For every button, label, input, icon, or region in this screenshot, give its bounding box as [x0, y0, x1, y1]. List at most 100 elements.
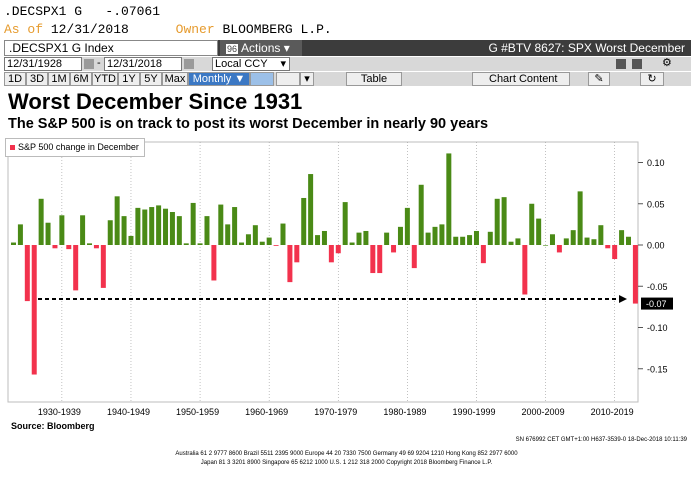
- calendar-icon[interactable]: [184, 59, 194, 69]
- y-tick-label: 0.05: [647, 199, 665, 209]
- period-6m-button[interactable]: 6M: [70, 72, 92, 86]
- currency-select[interactable]: Local CCY ▾: [212, 57, 290, 71]
- table-button[interactable]: Table: [346, 72, 402, 86]
- period-1y-button[interactable]: 1Y: [118, 72, 140, 86]
- bar: [252, 225, 258, 245]
- bar: [31, 245, 37, 375]
- actions-menu[interactable]: 96 Actions ▾: [220, 40, 302, 56]
- legend: S&P 500 change in December: [5, 138, 145, 157]
- period-1d-button[interactable]: 1D: [4, 72, 26, 86]
- bar: [176, 216, 182, 245]
- bar: [536, 218, 542, 245]
- bar: [446, 153, 452, 245]
- period-toolbar: 1D 3D 1M 6M YTD 1Y 5Y Max Monthly ▼ ▾ Ta…: [4, 72, 691, 86]
- chevron-down-icon[interactable]: ▾: [300, 72, 314, 86]
- bar: [66, 245, 72, 250]
- bar: [315, 235, 321, 245]
- actions-label: Actions: [241, 41, 281, 55]
- bar: [508, 241, 514, 245]
- bar: [605, 245, 611, 249]
- x-tick-label: 1970-1979: [314, 407, 357, 417]
- ticker-row: .DECSPX1 G -.07061: [4, 4, 160, 20]
- bar: [204, 216, 210, 245]
- period-1m-button[interactable]: 1M: [48, 72, 70, 86]
- bar: [515, 238, 521, 245]
- bar: [577, 191, 583, 245]
- timestamp: SN 676992 CET GMT+1:00 H637-3539-0 18-De…: [515, 437, 687, 443]
- security-field[interactable]: .DECSPX1 G Index: [4, 40, 218, 56]
- bar: [301, 197, 307, 245]
- period-ytd-button[interactable]: YTD: [92, 72, 118, 86]
- x-tick-label: 1930-1939: [38, 407, 81, 417]
- x-tick-label: 1940-1949: [107, 407, 150, 417]
- bar: [543, 245, 549, 246]
- bar: [308, 174, 314, 245]
- x-tick-label: 2010-2019: [591, 407, 634, 417]
- bar: [273, 245, 279, 246]
- bar: [156, 205, 162, 245]
- bar: [80, 215, 86, 245]
- chart-type-alt-button[interactable]: [276, 72, 300, 86]
- flag-icon[interactable]: [616, 59, 626, 69]
- refresh-icon[interactable]: ↻: [640, 72, 664, 86]
- gear-icon[interactable]: ⚙: [662, 57, 672, 69]
- title-bar: .DECSPX1 G Index 96 Actions ▾ G #BTV 8627…: [4, 40, 691, 56]
- triangle-down-icon: ▼: [234, 73, 246, 85]
- bar: [625, 236, 631, 245]
- subheadline: The S&P 500 is on track to post its wors…: [8, 116, 489, 132]
- period-3d-button[interactable]: 3D: [26, 72, 48, 86]
- as-of-label: As of: [4, 22, 44, 37]
- bar: [342, 202, 348, 245]
- bar: [225, 224, 231, 245]
- bar: [183, 243, 189, 245]
- calendar-icon[interactable]: [84, 59, 94, 69]
- bar: [467, 235, 473, 245]
- bar: [135, 207, 141, 245]
- bar: [100, 245, 106, 288]
- y-tick-label: -0.05: [647, 282, 668, 292]
- arrowhead-icon: [619, 295, 627, 304]
- bar: [598, 225, 604, 245]
- bar: [163, 208, 169, 245]
- chart-content-button[interactable]: Chart Content: [472, 72, 570, 86]
- bar: [363, 230, 369, 245]
- x-tick-label: 1950-1959: [176, 407, 219, 417]
- bar: [232, 207, 238, 245]
- period-5y-button[interactable]: 5Y: [140, 72, 162, 86]
- y-tick-label: -0.15: [647, 364, 668, 374]
- legend-swatch: [10, 145, 15, 151]
- edit-icon[interactable]: ✎: [588, 72, 610, 86]
- chart-type-button[interactable]: [250, 72, 274, 86]
- bar: [59, 215, 65, 245]
- bar: [121, 216, 127, 245]
- chart-title: G #BTV 8627: SPX Worst December: [488, 41, 685, 55]
- bar: [432, 226, 438, 245]
- bar: [487, 231, 493, 245]
- frequency-select[interactable]: Monthly ▼: [188, 72, 250, 86]
- start-date-input[interactable]: 12/31/1928: [4, 57, 82, 71]
- bar: [321, 230, 327, 245]
- owner-label: Owner: [175, 22, 215, 37]
- bar: [632, 245, 638, 304]
- bar: [24, 245, 30, 302]
- bar: [570, 230, 576, 245]
- bar: [114, 196, 120, 245]
- actions-number: 96: [226, 44, 239, 54]
- period-max-button[interactable]: Max: [162, 72, 188, 86]
- y-tick-label: 0.00: [647, 241, 665, 251]
- export-icon[interactable]: [632, 59, 642, 69]
- date-controls: 12/31/1928 - 12/31/2018 Local CCY ▾ ⚙: [4, 57, 691, 71]
- x-tick-label: 1990-1999: [452, 407, 495, 417]
- bar: [377, 245, 383, 274]
- bar: [149, 207, 155, 245]
- bar: [45, 222, 51, 245]
- bar: [169, 212, 175, 245]
- bar: [239, 242, 245, 245]
- end-date-input[interactable]: 12/31/2018: [104, 57, 182, 71]
- bar: [529, 203, 535, 245]
- bar: [17, 224, 23, 245]
- x-tick-label: 2000-2009: [522, 407, 565, 417]
- x-tick-label: 1960-1969: [245, 407, 288, 417]
- chevron-down-icon: ▾: [283, 41, 290, 55]
